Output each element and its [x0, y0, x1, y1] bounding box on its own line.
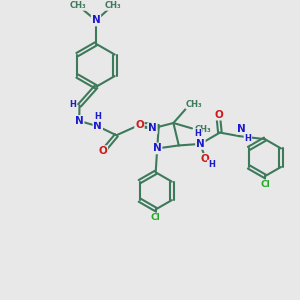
Text: Cl: Cl: [260, 180, 270, 189]
Text: N: N: [92, 16, 100, 26]
Text: H: H: [208, 160, 214, 169]
Text: N: N: [196, 139, 205, 149]
Text: CH₃: CH₃: [70, 1, 86, 10]
Text: O: O: [98, 146, 107, 156]
Text: O: O: [135, 119, 144, 130]
Text: N: N: [93, 121, 102, 131]
Text: Cl: Cl: [151, 213, 160, 222]
Text: CH₃: CH₃: [186, 100, 203, 109]
Text: O: O: [201, 154, 210, 164]
Text: CH₃: CH₃: [104, 1, 121, 10]
Text: N: N: [75, 116, 84, 126]
Text: O: O: [214, 110, 223, 120]
Text: H: H: [244, 134, 251, 143]
Text: N: N: [148, 123, 157, 134]
Text: H: H: [94, 112, 101, 121]
Text: N: N: [153, 143, 162, 153]
Text: H: H: [70, 100, 76, 109]
Text: N: N: [236, 124, 245, 134]
Text: H: H: [195, 129, 201, 138]
Text: CH₃: CH₃: [194, 125, 211, 134]
